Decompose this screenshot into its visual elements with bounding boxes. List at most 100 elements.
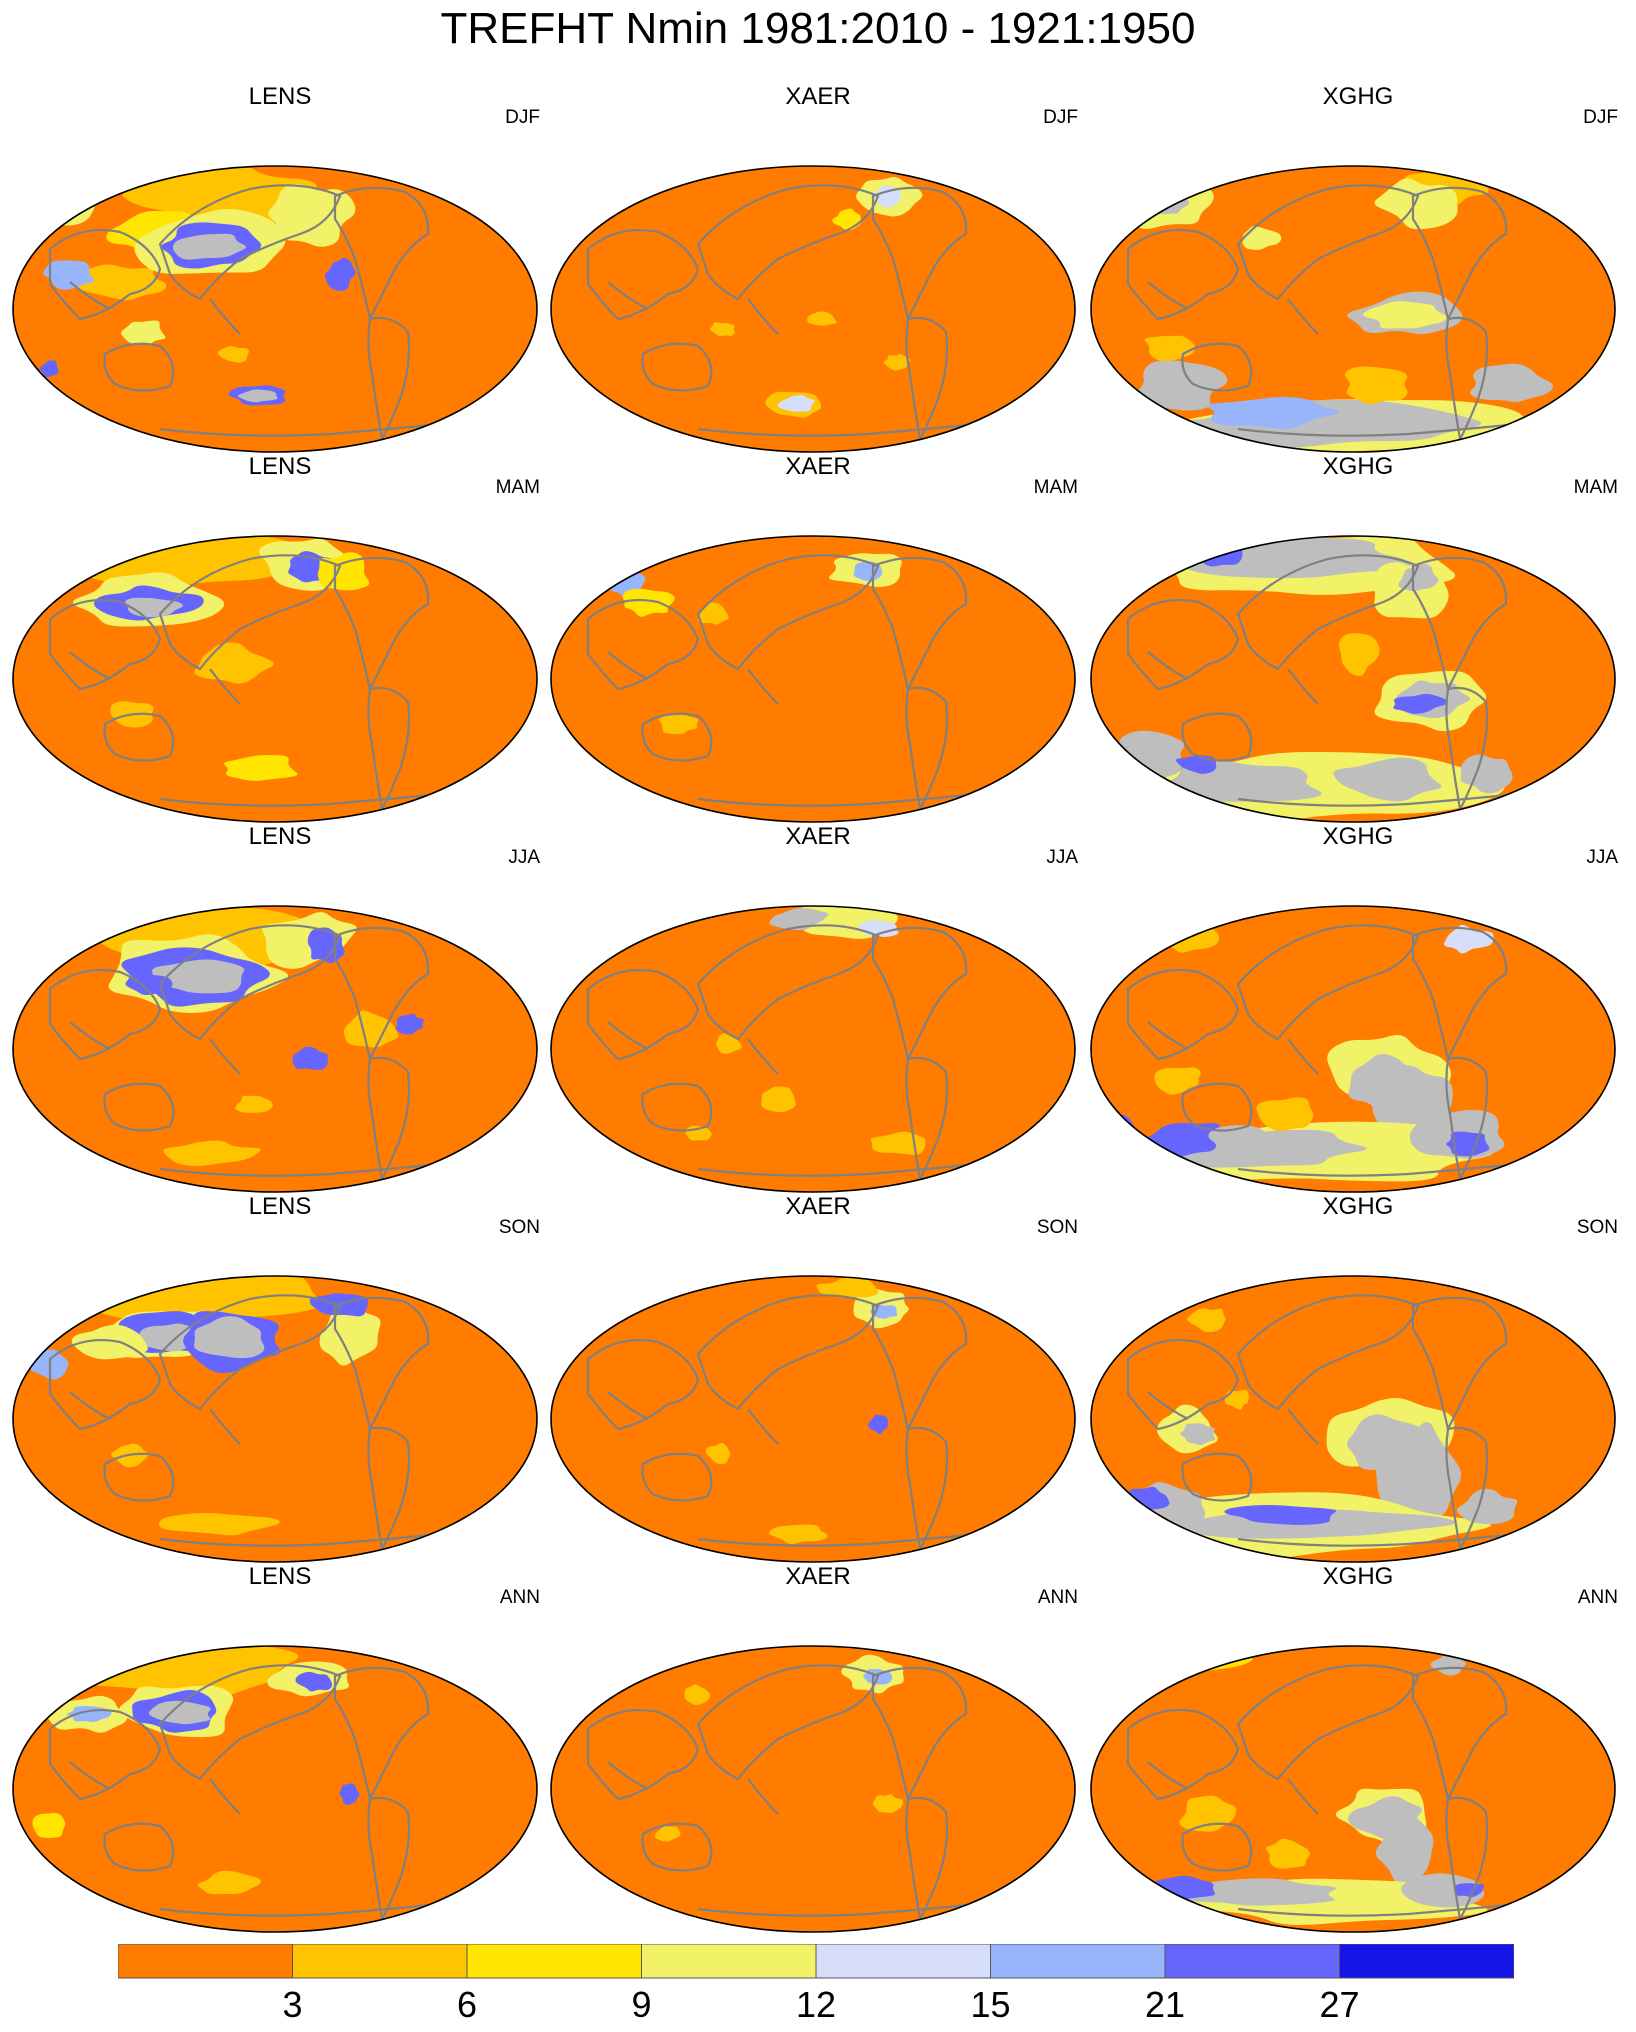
coastline [747,1038,779,1075]
colorbar-segment [815,1944,991,1979]
coastline [1181,1082,1253,1132]
coastline [103,1822,175,1872]
map-panel-lens-jja: LENS JJA [10,824,550,1194]
map-outline [12,905,538,1193]
coastline [367,1426,411,1553]
world-map [550,905,1076,1193]
coastline [1126,968,1240,1061]
panel-season-label: ANN [1037,1587,1078,1608]
anomaly-region [292,1046,328,1070]
colorbar-segment [641,1944,817,1979]
world-map [550,535,1076,823]
coastline [696,1664,880,1781]
map-panel-lens-son: LENS SON [10,1194,550,1564]
world-map [12,535,538,823]
anomaly-region [235,1095,273,1113]
coastline [697,422,979,437]
coastline [641,342,713,392]
map-outline [1090,1275,1616,1563]
coastline [1236,1664,1420,1781]
coastline [1287,1408,1319,1445]
anomaly-region [816,1277,879,1298]
coastline [697,792,979,807]
coastline [905,686,949,813]
coastline [48,968,162,1061]
anomaly-region [268,184,356,247]
panel-season-label: MAM [1033,477,1078,498]
anomaly-region [1430,1654,1466,1676]
coastline [333,1666,430,1803]
map-outline [12,1645,538,1933]
map-panel-xaer-ann: XAER ANN [548,1564,1088,1934]
map-panel-lens-djf: LENS DJF [10,84,550,454]
coastline [607,1761,649,1790]
anomaly-region [659,714,699,735]
anomaly-region [39,360,59,377]
coastline [1181,1452,1253,1502]
coastline [586,1708,700,1801]
anomaly-region [136,1323,196,1352]
world-map [12,165,538,453]
anomaly-region [832,208,862,231]
coastline [697,1532,979,1547]
anomaly-region [1344,366,1408,405]
anomaly-region [883,354,910,371]
coastline [1411,1296,1508,1433]
anomaly-region [1206,396,1339,430]
coastline [641,1452,713,1502]
map-outline [550,535,1076,823]
map-outline [550,165,1076,453]
coastline [697,1902,979,1917]
coastline [159,792,441,807]
coastline [367,1056,411,1183]
map-panel-xghg-mam: XGHG MAM [1088,454,1628,824]
coastline [69,1391,111,1420]
coastline [159,422,441,437]
anomaly-region [1460,754,1513,794]
anomaly-region [1454,1883,1485,1898]
coastline [1411,926,1508,1063]
world-map [550,1275,1076,1563]
anomaly-region [768,1524,828,1544]
panel-title: LENS [248,83,312,110]
coastline [1236,184,1420,301]
world-map [550,165,1076,453]
anomaly-region [870,1131,926,1155]
world-map [12,905,538,1193]
coastline [1411,1666,1508,1803]
anomaly-region [1470,363,1554,402]
colorbar-segment [118,1944,293,1979]
anomaly-region [1333,757,1442,802]
map-panel-xaer-jja: XAER JJA [548,824,1088,1194]
anomaly-region [1134,359,1228,411]
coastline [871,1296,968,1433]
anomaly-region [807,311,837,326]
panel-title: XAER [785,823,851,850]
coastline [1287,1038,1319,1075]
anomaly-region [339,1783,360,1805]
panel-title: LENS [248,1193,312,1220]
anomaly-region [295,1671,333,1692]
panel-season-label: JJA [1586,847,1618,868]
figure-title: TREFHT Nmin 1981:2010 - 1921:1950 [440,4,1196,53]
panel-title: XAER [785,453,851,480]
coastline [159,1532,441,1547]
colorbar-graphic [118,1944,1514,1979]
anomaly-region [1374,178,1458,230]
coastline [586,228,700,321]
coastline [607,1021,649,1050]
map-panel-xaer-mam: XAER MAM [548,454,1088,824]
coastline [1237,1902,1519,1917]
coastline [1287,298,1319,335]
anomaly-region [1175,755,1217,774]
coastline [103,1082,175,1132]
coastline [1126,228,1240,321]
coastline [103,1452,175,1502]
world-map [1090,1275,1616,1563]
anomaly-region [1224,1389,1249,1410]
panel-title: XGHG [1322,823,1394,850]
colorbar-segment [1339,1944,1514,1979]
map-outline [1090,905,1616,1193]
anomaly-region [71,1324,148,1360]
colorbar-tick-label: 6 [456,1984,478,2025]
